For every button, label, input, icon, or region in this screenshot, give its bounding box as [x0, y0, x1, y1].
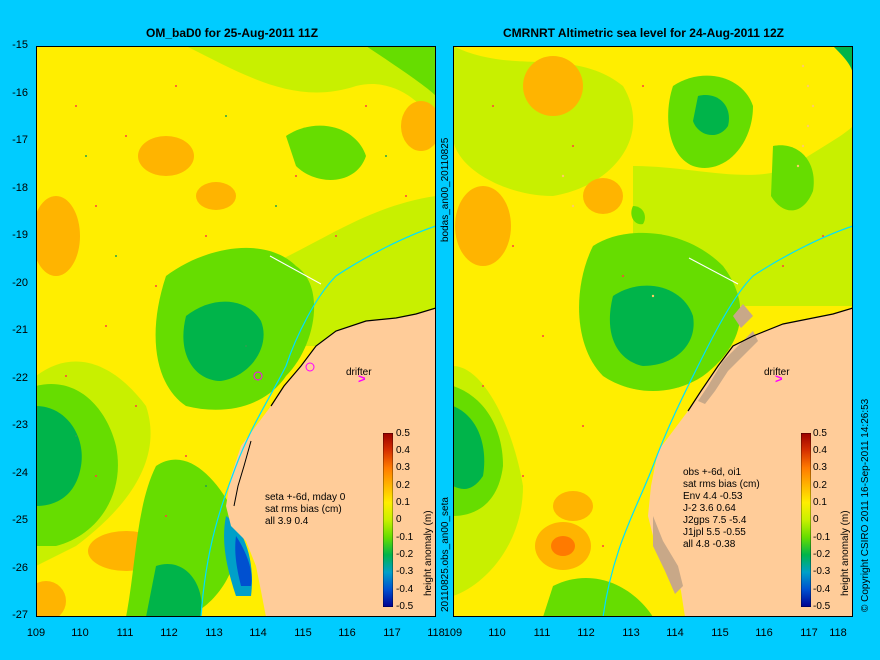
x-tick-label: 115	[294, 627, 312, 639]
colorbar-tick: 0.3	[813, 462, 827, 473]
stats-line: J2gps 7.5 -5.4	[683, 515, 747, 526]
x-tick-label: 116	[755, 627, 773, 639]
drifter-arrow-icon: >	[358, 371, 366, 386]
colorbar-tick: 0.4	[396, 445, 410, 456]
colorbar-title: height anomaly (m)	[840, 510, 851, 596]
stats-line: all 3.9 0.4	[265, 516, 309, 527]
colorbar-tick: -0.5	[396, 601, 414, 612]
y-tick-label: -20	[12, 277, 28, 289]
x-tick-label: 111	[116, 627, 134, 639]
colorbar-tick: -0.2	[396, 549, 414, 560]
y-tick-label: -25	[12, 514, 28, 526]
x-tick-label: 114	[666, 627, 684, 639]
colorbar-title: height anomaly (m)	[423, 510, 434, 596]
colorbar-tick: 0	[813, 514, 819, 525]
drifter-arrow-icon: >	[775, 371, 783, 386]
stats-line: J-2 3.6 0.64	[683, 503, 736, 514]
colorbar-tick: 0	[396, 514, 402, 525]
x-tick-label: 109	[443, 627, 463, 639]
colorbar-tick: -0.2	[813, 549, 831, 560]
colorbar-tick: 0.5	[396, 428, 410, 439]
x-tick-label: 117	[800, 627, 818, 639]
y-tick-label: -17	[12, 134, 28, 146]
colorbar-tick: -0.3	[396, 566, 414, 577]
x-tick-label: 117	[383, 627, 401, 639]
drifter-label-right: drifter	[764, 367, 790, 378]
left-map	[36, 46, 436, 617]
x-tick-label: 118	[427, 627, 445, 639]
stats-line: sat rms bias (cm)	[683, 479, 760, 490]
stats-line: all 4.8 -0.38	[683, 539, 736, 550]
colorbar-tick: 0.5	[813, 428, 827, 439]
colorbar-tick: -0.4	[813, 584, 831, 595]
stats-line: sat rms bias (cm)	[265, 504, 342, 515]
stats-line: J1jpl 5.5 -0.55	[683, 527, 746, 538]
x-tick-label: 110	[488, 627, 506, 639]
x-tick-label: 110	[71, 627, 89, 639]
stats-line: Env 4.4 -0.53	[683, 491, 743, 502]
stats-line: obs +-6d, oi1	[683, 467, 742, 478]
y-tick-label: -18	[12, 182, 28, 194]
colorbar-tick: -0.3	[813, 566, 831, 577]
y-tick-label: -15	[12, 39, 28, 51]
colorbar-gradient	[801, 433, 811, 607]
colorbar-tick: 0.1	[813, 497, 827, 508]
colorbar-tick: -0.1	[813, 532, 831, 543]
run-label-top: bodas_an00_20110825	[440, 137, 451, 242]
colorbar-tick: -0.5	[813, 601, 831, 612]
right-stats: obs +-6d, oi1 sat rms bias (cm) Env 4.4 …	[683, 467, 760, 551]
x-tick-label: 113	[205, 627, 223, 639]
x-tick-label: 109	[26, 627, 46, 639]
colorbar-tick: 0.1	[396, 497, 410, 508]
x-tick-label: 114	[249, 627, 267, 639]
left-panel-title: OM_baD0 for 25-Aug-2011 11Z	[146, 26, 319, 40]
y-tick-label: -23	[12, 419, 28, 431]
y-tick-label: -22	[12, 372, 28, 384]
colorbar-tick: 0.4	[813, 445, 827, 456]
colorbar-tick: 0.2	[813, 480, 827, 491]
colorbar-tick: 0.3	[396, 462, 410, 473]
colorbar-tick: -0.4	[396, 584, 414, 595]
colorbar-tick: -0.1	[396, 532, 414, 543]
right-map	[453, 46, 853, 617]
x-tick-label: 113	[622, 627, 640, 639]
x-tick-label: 116	[338, 627, 356, 639]
colorbar-tick: 0.2	[396, 480, 410, 491]
y-tick-label: -19	[12, 229, 28, 241]
copyright-timestamp: © Copyright CSIRO 2011 16-Sep-2011 14:26…	[860, 398, 871, 612]
drifter-label-left: drifter	[346, 367, 372, 378]
y-tick-label: -21	[12, 324, 28, 336]
x-tick-label: 112	[577, 627, 595, 639]
run-label-bottom: 20110825.obs_an00_seta	[440, 497, 451, 612]
y-tick-label: -26	[12, 562, 28, 574]
y-tick-label: -24	[12, 467, 28, 479]
y-tick-label: -27	[12, 609, 28, 621]
x-tick-label: 118	[829, 627, 847, 639]
right-panel-title: CMRNRT Altimetric sea level for 24-Aug-2…	[503, 26, 784, 40]
x-tick-label: 111	[533, 627, 551, 639]
x-tick-label: 115	[711, 627, 729, 639]
left-stats: seta +-6d, mday 0 sat rms bias (cm) all …	[265, 492, 345, 528]
y-tick-label: -16	[12, 87, 28, 99]
colorbar-gradient	[383, 433, 393, 607]
x-tick-label: 112	[160, 627, 178, 639]
stats-line: seta +-6d, mday 0	[265, 492, 346, 503]
